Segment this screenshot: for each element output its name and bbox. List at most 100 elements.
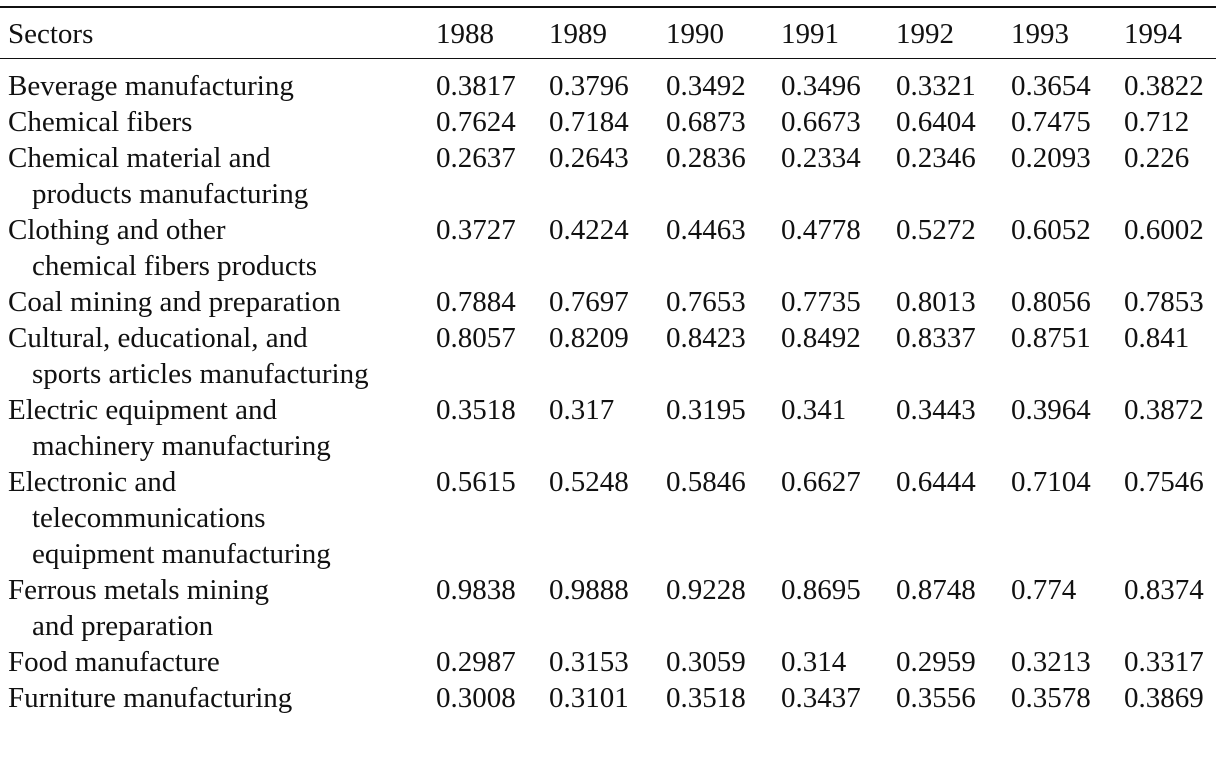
value-cell: 0.2959	[896, 646, 976, 678]
value-cell: 0.3727	[436, 214, 516, 246]
value-cell: 0.8057	[436, 322, 516, 354]
column-header-year: 1993	[1011, 18, 1069, 50]
value-cell: 0.7546	[1124, 466, 1204, 498]
value-cell: 0.6002	[1124, 214, 1204, 246]
sector-name-line: Furniture manufacturing	[8, 682, 293, 714]
value-cell: 0.9228	[666, 574, 746, 606]
sector-name-cell: Electric equipment and machinery manufact…	[8, 392, 436, 464]
value-cell: 0.2987	[436, 646, 516, 678]
sector-name-line: Beverage manufacturing	[8, 70, 294, 102]
value-cell: 0.841	[1124, 322, 1190, 354]
column-header-year: 1992	[896, 18, 954, 50]
value-cell: 0.7475	[1011, 106, 1091, 138]
value-cell: 0.3008	[436, 682, 516, 714]
sector-name-cell: Cultural, educational, and sports article…	[8, 320, 436, 392]
sector-name-line: Clothing and other	[8, 214, 226, 246]
table-row: Electric equipment and machinery manufact…	[8, 392, 1214, 464]
value-cell: 0.8423	[666, 322, 746, 354]
sector-name-cell: Chemical material and products manufactur…	[8, 140, 436, 212]
sector-name-cell: Furniture manufacturing	[8, 680, 436, 716]
value-cell: 0.3556	[896, 682, 976, 714]
value-cell: 0.7653	[666, 286, 746, 318]
value-cell: 0.7853	[1124, 286, 1204, 318]
sector-name-line: chemical fibers products	[32, 250, 318, 282]
value-cell: 0.3101	[549, 682, 629, 714]
column-header-sectors: Sectors	[8, 18, 94, 50]
value-cell: 0.3518	[666, 682, 746, 714]
value-cell: 0.2836	[666, 142, 746, 174]
value-cell: 0.5615	[436, 466, 516, 498]
value-cell: 0.6627	[781, 466, 861, 498]
value-cell: 0.314	[781, 646, 847, 678]
value-cell: 0.8748	[896, 574, 976, 606]
value-cell: 0.8209	[549, 322, 629, 354]
sector-name-cell: Chemical fibers	[8, 104, 436, 140]
table-row: Electronic and telecommunications equipmen…	[8, 464, 1214, 572]
column-header-year: 1988	[436, 18, 494, 50]
value-cell: 0.9838	[436, 574, 516, 606]
value-cell: 0.2093	[1011, 142, 1091, 174]
value-cell: 0.8056	[1011, 286, 1091, 318]
value-cell: 0.317	[549, 394, 615, 426]
sector-name-cell: Beverage manufacturing	[8, 58, 436, 104]
value-cell: 0.6873	[666, 106, 746, 138]
value-cell: 0.8013	[896, 286, 976, 318]
value-cell: 0.3822	[1124, 70, 1204, 102]
sector-name-line: Food manufacture	[8, 646, 220, 678]
table-row: Furniture manufacturing 0.3008 0.3101 0.351…	[8, 680, 1214, 716]
value-cell: 0.2334	[781, 142, 861, 174]
value-cell: 0.6052	[1011, 214, 1091, 246]
sector-name-line: telecommunications	[32, 502, 266, 534]
value-cell: 0.6404	[896, 106, 976, 138]
value-cell: 0.3317	[1124, 646, 1204, 678]
value-cell: 0.3817	[436, 70, 516, 102]
column-header-year: 1990	[666, 18, 724, 50]
table-row: Chemical material and products manufactur…	[8, 140, 1214, 212]
cropped-caption-fragment	[0, 0, 120, 4]
sector-name-line: products manufacturing	[32, 178, 309, 210]
value-cell: 0.2346	[896, 142, 976, 174]
value-cell: 0.3964	[1011, 394, 1091, 426]
sector-name-cell: Electronic and telecommunications equipmen…	[8, 464, 436, 572]
column-header-year: 1989	[549, 18, 607, 50]
value-cell: 0.2643	[549, 142, 629, 174]
value-cell: 0.3654	[1011, 70, 1091, 102]
value-cell: 0.3869	[1124, 682, 1204, 714]
table-row: Clothing and other chemical fibers produc…	[8, 212, 1214, 284]
column-header-year: 1994	[1124, 18, 1182, 50]
sector-name-line: Chemical material and	[8, 142, 271, 174]
sector-name-cell: Ferrous metals mining and preparation	[8, 572, 436, 644]
value-cell: 0.7884	[436, 286, 516, 318]
table-row: Food manufacture 0.2987 0.3153 0.3059 0.314 0…	[8, 644, 1214, 680]
value-cell: 0.3518	[436, 394, 516, 426]
sector-name-line: Chemical fibers	[8, 106, 193, 138]
sector-name-line: machinery manufacturing	[32, 430, 331, 462]
value-cell: 0.7104	[1011, 466, 1091, 498]
value-cell: 0.3195	[666, 394, 746, 426]
sector-name-line: Ferrous metals mining	[8, 574, 269, 606]
value-cell: 0.712	[1124, 106, 1190, 138]
sector-name-line: equipment manufacturing	[32, 538, 331, 570]
value-cell: 0.8374	[1124, 574, 1204, 606]
value-cell: 0.3578	[1011, 682, 1091, 714]
sector-name-line: Cultural, educational, and	[8, 322, 308, 354]
value-cell: 0.7624	[436, 106, 516, 138]
sector-name-cell: Food manufacture	[8, 644, 436, 680]
value-cell: 0.3492	[666, 70, 746, 102]
sector-name-line: Electronic and	[8, 466, 177, 498]
value-cell: 0.226	[1124, 142, 1190, 174]
value-cell: 0.774	[1011, 574, 1077, 606]
value-cell: 0.8337	[896, 322, 976, 354]
sector-name-cell: Clothing and other chemical fibers produc…	[8, 212, 436, 284]
value-cell: 0.3872	[1124, 394, 1204, 426]
value-cell: 0.7735	[781, 286, 861, 318]
value-cell: 0.3213	[1011, 646, 1091, 678]
table-header-row: Sectors 1988 1989 1990 1991 1992 1993 19…	[8, 14, 1214, 58]
table-row: Beverage manufacturing 0.3817 0.3796 0.3492…	[8, 58, 1214, 104]
value-cell: 0.6444	[896, 466, 976, 498]
sector-name-cell: Coal mining and preparation	[8, 284, 436, 320]
value-cell: 0.3059	[666, 646, 746, 678]
value-cell: 0.3153	[549, 646, 629, 678]
sector-name-line: and preparation	[32, 610, 214, 642]
value-cell: 0.8751	[1011, 322, 1091, 354]
